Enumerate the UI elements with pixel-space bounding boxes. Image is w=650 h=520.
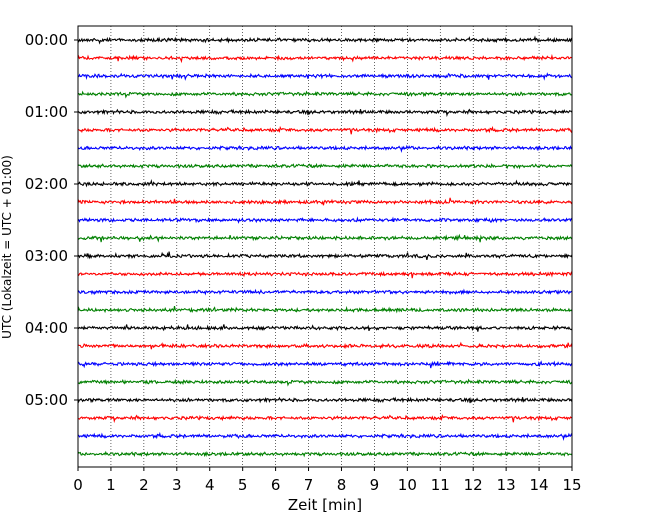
trace-0215	[77, 197, 573, 206]
x-tick-label: 6	[271, 476, 281, 494]
y-tick-label: 01:00	[25, 103, 68, 121]
y-axis-ticks: 00:00 01:00 02:00 03:00 04:00 05:00	[25, 31, 78, 409]
plot-frame	[77, 25, 573, 468]
x-tick-label: 12	[464, 476, 483, 494]
x-axis-ticks: 0 1 2 3 4 5 6 7 8 9 10 11 12 13 14 15	[73, 467, 582, 494]
x-tick-label: 4	[205, 476, 215, 494]
x-tick-label: 10	[398, 476, 417, 494]
y-tick-label: 03:00	[25, 247, 68, 265]
x-tick-label: 9	[370, 476, 380, 494]
trace-0045	[77, 90, 573, 99]
x-axis-title: Zeit [min]	[288, 496, 362, 514]
trace-0530	[77, 431, 573, 442]
trace-0000	[77, 35, 573, 45]
x-tick-label: 7	[304, 476, 314, 494]
x-tick-label: 0	[73, 476, 83, 494]
trace-0500	[77, 396, 573, 404]
trace-0130	[77, 144, 573, 154]
x-tick-label: 1	[106, 476, 116, 494]
trace-0230	[77, 216, 573, 224]
trace-0030	[77, 72, 573, 81]
trace-0115	[77, 125, 573, 135]
trace-0345	[77, 305, 573, 314]
trace-0515	[77, 413, 573, 424]
trace-0330	[77, 288, 573, 296]
trace-0315	[77, 270, 573, 279]
trace-0400	[77, 324, 573, 332]
x-tick-label: 3	[172, 476, 182, 494]
trace-0300	[77, 251, 573, 260]
x-tick-label: 11	[431, 476, 450, 494]
y-axis-title: UTC (Lokalzeit = UTC + 01:00)	[0, 155, 14, 339]
trace-0015	[77, 53, 573, 64]
trace-0430	[77, 360, 573, 369]
x-tick-label: 2	[139, 476, 149, 494]
x-tick-label: 15	[562, 476, 581, 494]
trace-0145	[77, 162, 573, 170]
y-tick-label: 05:00	[25, 391, 68, 409]
trace-0545	[77, 450, 573, 458]
x-tick-label: 8	[337, 476, 347, 494]
trace-0200	[77, 179, 573, 188]
y-tick-label: 04:00	[25, 319, 68, 337]
trace-0245	[77, 233, 573, 243]
y-tick-label: 02:00	[25, 175, 68, 193]
trace-0100	[77, 108, 573, 118]
y-tick-label: 00:00	[25, 31, 68, 49]
trace-0415	[77, 341, 573, 350]
seismic-traces	[77, 35, 573, 458]
x-tick-label: 5	[238, 476, 248, 494]
trace-0445	[77, 378, 573, 387]
x-tick-label: 13	[497, 476, 516, 494]
x-tick-label: 14	[530, 476, 549, 494]
